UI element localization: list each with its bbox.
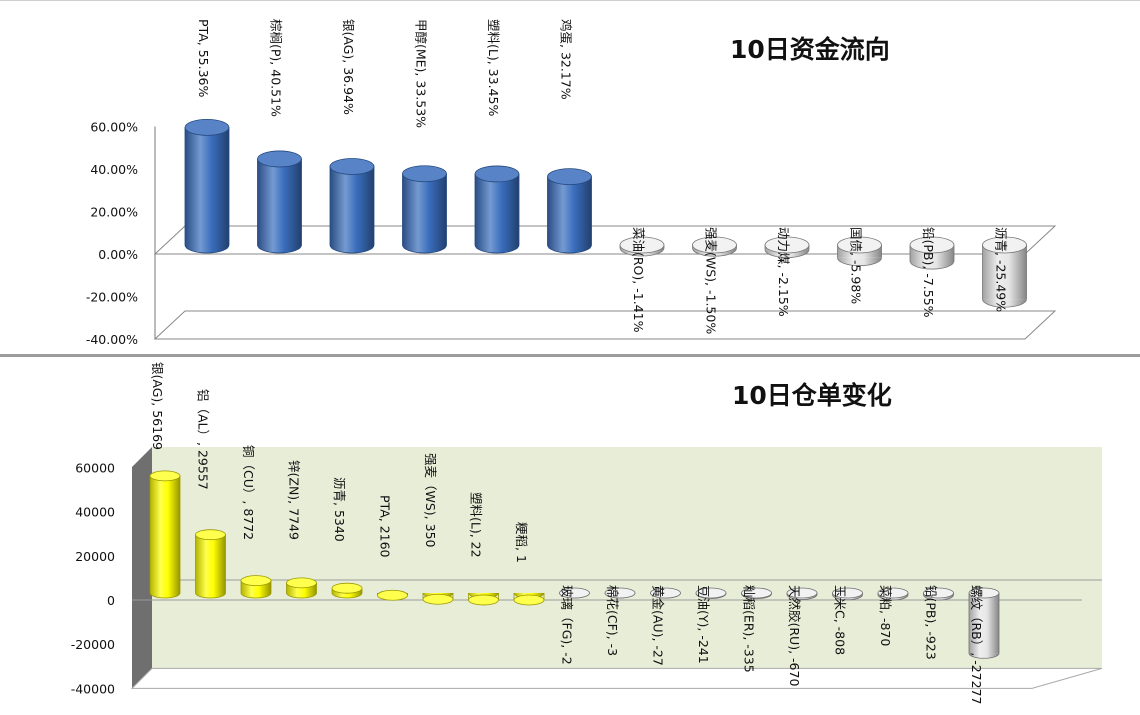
bar-cylinder-top	[330, 159, 374, 175]
data-label: 籼稻(ER), -335	[742, 585, 757, 673]
warehouse-receipt-chart-svg: 60000 40000 20000 0 -20000 -40000 10日仓单变化 银(AG)…	[0, 357, 1140, 711]
bar-cylinder-top	[475, 166, 519, 182]
bar-cylinder-top	[423, 594, 453, 604]
bar-cylinder	[332, 583, 362, 598]
bar-cylinder	[150, 471, 180, 598]
y-tick-label: 0.00%	[98, 247, 138, 262]
data-label: 动力煤, -2.15%	[776, 227, 791, 317]
bar-cylinder-top	[196, 530, 226, 540]
data-label: 强麦（WS), 350	[423, 453, 438, 548]
data-label: 棉花(CF), -3	[605, 585, 620, 656]
bar-cylinder-body	[258, 159, 302, 245]
chart-title: 10日资金流向	[730, 35, 890, 64]
fund-flow-chart-svg: 10日资金流向 60.00% 40.00% 20.00% 0.00% -20.00% -40…	[0, 1, 1140, 356]
y-tick-label: -20.00%	[86, 290, 138, 305]
bar-cylinder-top	[403, 166, 447, 182]
bar-cylinder-top	[241, 576, 271, 586]
bar-cylinder-base	[185, 245, 229, 253]
floor-plane	[132, 668, 1102, 688]
bar-cylinder-base	[403, 245, 447, 253]
data-label: 强麦(WS), -1.50%	[704, 227, 719, 334]
bar-cylinder-top	[150, 471, 180, 481]
data-label: 甲醇(ME), 33.53%	[414, 19, 429, 128]
bar-cylinder-body	[196, 535, 226, 593]
bar-cylinder	[423, 593, 453, 604]
bar-cylinder-base	[475, 245, 519, 253]
y-tick-label: -20000	[71, 637, 115, 652]
chart-title: 10日仓单变化	[732, 381, 892, 410]
data-label: 塑料(L), 33.45%	[486, 19, 501, 116]
data-label: 铅(PB), -7.55%	[921, 227, 936, 318]
bar-cylinder	[475, 166, 519, 253]
bar-cylinder	[287, 578, 317, 598]
bar-cylinder-body	[403, 174, 447, 245]
bar-cylinder-top	[469, 595, 499, 605]
bar-cylinder-top	[514, 595, 544, 605]
y-tick-label: 20000	[75, 549, 115, 564]
data-label: 塑料(L), 22	[469, 492, 484, 558]
data-label: 玻璃（FG), -2	[560, 585, 575, 665]
bar-cylinder	[196, 530, 226, 598]
floor-plane	[155, 311, 1055, 339]
y-tick-label: -40.00%	[86, 332, 138, 347]
bar-cylinder-body	[150, 476, 180, 593]
bar-cylinder-top	[332, 583, 362, 593]
bar-cylinder-top	[287, 578, 317, 588]
y-tick-label: 0	[107, 593, 115, 608]
bar-cylinder-base	[548, 245, 592, 253]
warehouse-receipt-chart: 60000 40000 20000 0 -20000 -40000 10日仓单变化 银(AG)…	[0, 356, 1140, 711]
bar-cylinder	[185, 119, 229, 253]
data-label: 玉米C, -808	[833, 585, 848, 655]
data-label: 棕榈(P), 40.51%	[269, 19, 284, 117]
data-label: 铜（CU）, 8772	[241, 445, 256, 540]
data-label: 螺纹（RB）, -27277	[969, 585, 984, 704]
bar-cylinder	[403, 166, 447, 253]
side-wall	[132, 447, 152, 688]
bar-cylinder	[330, 159, 374, 253]
data-label: 菜粕, -870	[878, 585, 893, 646]
bar-cylinder-body	[330, 167, 374, 245]
bar-cylinder-top	[185, 119, 229, 135]
bar-cylinder-base	[258, 245, 302, 253]
bar-cylinder-top	[378, 590, 408, 600]
bar-cylinder-top	[548, 169, 592, 185]
data-label: 黄金(AU), -27	[651, 585, 666, 666]
bar-cylinder	[378, 590, 408, 600]
bar-cylinder	[241, 576, 271, 598]
data-label: 铅(PB), -923	[924, 585, 939, 660]
data-label: 鸡蛋, 32.17%	[559, 19, 574, 100]
data-label: 粳稻, 1	[514, 522, 529, 563]
fund-flow-chart: 10日资金流向 60.00% 40.00% 20.00% 0.00% -20.00% -40…	[0, 0, 1140, 356]
bar-cylinder	[514, 593, 544, 605]
data-label: PTA, 2160	[378, 495, 393, 558]
y-tick-label: -40000	[71, 681, 115, 696]
bar-cylinder-body	[475, 174, 519, 245]
bar-cylinder	[548, 169, 592, 253]
bar-cylinder-base	[330, 245, 374, 253]
bar-cylinder-body	[548, 177, 592, 245]
data-label: PTA, 55.36%	[196, 19, 211, 97]
bar-cylinder-body	[185, 127, 229, 245]
y-tick-label: 60000	[75, 460, 115, 475]
bar-cylinder-top	[258, 151, 302, 167]
data-label: 豆油(Y), -241	[696, 585, 711, 664]
data-label: 银(AG), 36.94%	[341, 19, 356, 115]
data-label: 铝（AL）, 29557	[196, 389, 211, 490]
data-label: 沥青, 5340	[332, 477, 347, 542]
data-label: 锌(ZN), 7749	[287, 460, 302, 540]
data-label: 国债, -5.98%	[849, 227, 864, 304]
bar-cylinder	[258, 151, 302, 253]
y-tick-label: 40.00%	[90, 162, 138, 177]
data-label: 沥青, -25.49%	[994, 227, 1009, 312]
bar-cylinder	[469, 593, 499, 605]
y-tick-label: 60.00%	[90, 120, 138, 135]
y-tick-label: 20.00%	[90, 205, 138, 220]
data-label: 菜油(RO), -1.41%	[631, 227, 646, 333]
data-label: 天然胶(RU), -670	[787, 585, 802, 686]
y-tick-label: 40000	[75, 505, 115, 520]
data-label: 银(AG), 56169	[150, 362, 165, 450]
